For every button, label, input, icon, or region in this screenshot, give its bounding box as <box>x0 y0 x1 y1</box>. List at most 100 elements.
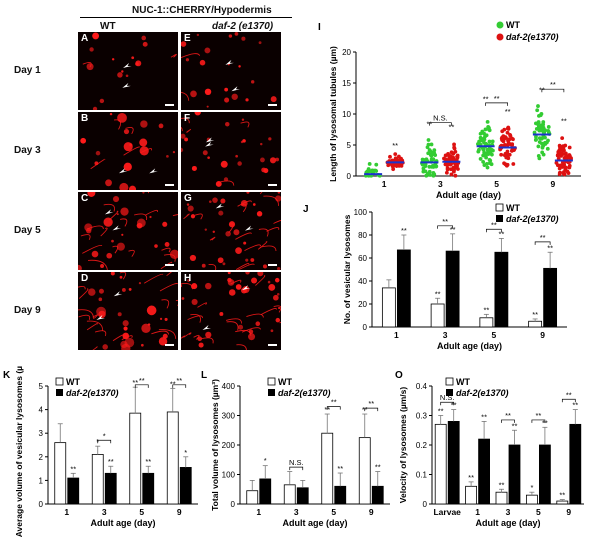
lysosome-blob <box>117 112 127 123</box>
scale-bar <box>268 264 277 266</box>
significance-mark: ** <box>108 457 114 466</box>
lysosome-tubule <box>92 314 98 319</box>
bar-wt <box>495 491 508 505</box>
data-point-daf2 <box>502 161 506 166</box>
lysosome-blob <box>269 157 277 164</box>
bar-wt <box>129 412 142 505</box>
y-tick-label: 60 <box>358 254 367 263</box>
data-point-wt <box>536 144 541 149</box>
data-point-wt <box>540 145 545 150</box>
data-point-wt <box>537 136 542 141</box>
data-point-wt <box>485 147 490 152</box>
arrowhead-marker <box>122 82 131 88</box>
data-point-wt <box>421 166 426 171</box>
data-point-wt <box>534 137 538 142</box>
lysosome-tubule <box>209 236 216 241</box>
data-point-daf2 <box>452 157 456 162</box>
lysosome-tubule <box>160 261 173 270</box>
lysosome-blob <box>250 258 255 262</box>
lysosome-blob <box>185 58 190 62</box>
data-point-wt <box>481 159 486 164</box>
panel-letter: K <box>3 370 11 381</box>
lysosome-tubule <box>128 249 135 257</box>
x-tick-label: 9 <box>177 507 182 517</box>
arrowhead-marker <box>215 203 225 209</box>
lysosome-blob <box>103 217 113 227</box>
lysosome-tubule <box>260 308 277 315</box>
lysosome-blob <box>92 106 98 110</box>
lysosome-blob <box>204 47 211 54</box>
lysosome-tubule <box>123 146 141 156</box>
bar-daf2 <box>478 438 490 505</box>
lysosome-tubule <box>86 323 98 331</box>
row-label: Day 5 <box>14 225 41 236</box>
lysosome-blob <box>250 80 255 84</box>
data-point-daf2 <box>506 138 510 143</box>
lysosome-blob <box>190 90 197 98</box>
data-point-wt <box>534 134 538 139</box>
lysosome-tubule <box>78 288 89 299</box>
y-tick-label: 1 <box>39 476 44 485</box>
lysosome-blob <box>218 210 224 216</box>
lysosome-tubule <box>145 209 159 216</box>
bar-daf2 <box>508 444 521 505</box>
lysosome-tubule <box>147 192 149 194</box>
comparison-mark: N.S. <box>433 114 448 123</box>
data-point-daf2 <box>445 167 450 172</box>
data-point-daf2 <box>508 132 512 137</box>
data-point-daf2 <box>451 169 456 174</box>
data-point-wt <box>485 119 490 124</box>
lysosome-blob <box>98 288 104 294</box>
significance-mark: ** <box>468 473 474 482</box>
y-tick-label: 100 <box>354 208 368 217</box>
x-tick-label: Larvae <box>433 507 461 517</box>
lysosome-tubule <box>125 127 134 135</box>
lysosome-tubule <box>181 335 185 339</box>
lysosome-tubule <box>181 283 183 288</box>
lysosome-tubule <box>161 299 170 309</box>
lysosome-blob <box>111 239 114 243</box>
x-tick-label: 5 <box>139 507 144 517</box>
data-point-wt <box>431 170 436 175</box>
x-tick-label: 1 <box>382 179 387 189</box>
x-tick-label: 5 <box>494 179 499 189</box>
data-point-wt <box>426 142 431 147</box>
data-point-wt <box>482 137 487 142</box>
lysosome-tubule <box>217 180 235 186</box>
lysosome-blob <box>260 142 263 146</box>
data-point-daf2 <box>557 143 562 148</box>
lysosome-blob <box>87 192 96 197</box>
data-point-wt <box>367 162 372 166</box>
lysosome-blob <box>263 168 269 174</box>
data-point-daf2 <box>507 152 512 157</box>
panel-letter: H <box>184 273 192 284</box>
lysosome-blob <box>123 142 133 152</box>
lysosome-blob <box>212 197 218 203</box>
lysosome-blob <box>233 229 240 236</box>
comparison-bracket <box>326 406 341 410</box>
lysosome-blob <box>248 333 256 341</box>
data-point-daf2 <box>555 153 560 157</box>
lysosome-blob <box>128 185 137 190</box>
legend-label-wt: WT <box>278 377 292 387</box>
lysosome-tubule <box>90 158 106 170</box>
lysosome-blob <box>220 160 228 168</box>
significance-mark: ** <box>435 289 441 298</box>
lysosome-blob <box>146 305 157 316</box>
data-point-daf2 <box>444 157 449 162</box>
lysosome-blob <box>120 340 128 349</box>
legend-label-daf2: daf-2(e1370) <box>506 214 559 224</box>
lysosome-blob <box>204 228 207 231</box>
legend-swatch-wt <box>55 377 64 386</box>
significance-mark: ** <box>145 457 151 466</box>
lysosome-blob <box>92 32 100 40</box>
lysosome-tubule <box>225 318 243 324</box>
lysosome-blob <box>260 157 265 163</box>
legend-swatch-daf2 <box>56 389 63 396</box>
lysosome-blob <box>187 205 194 212</box>
lysosome-blob <box>235 247 242 254</box>
panel-letter: E <box>184 33 191 44</box>
lysosome-blob <box>184 137 188 142</box>
bar-daf2 <box>543 267 558 328</box>
data-point-wt <box>431 157 436 162</box>
